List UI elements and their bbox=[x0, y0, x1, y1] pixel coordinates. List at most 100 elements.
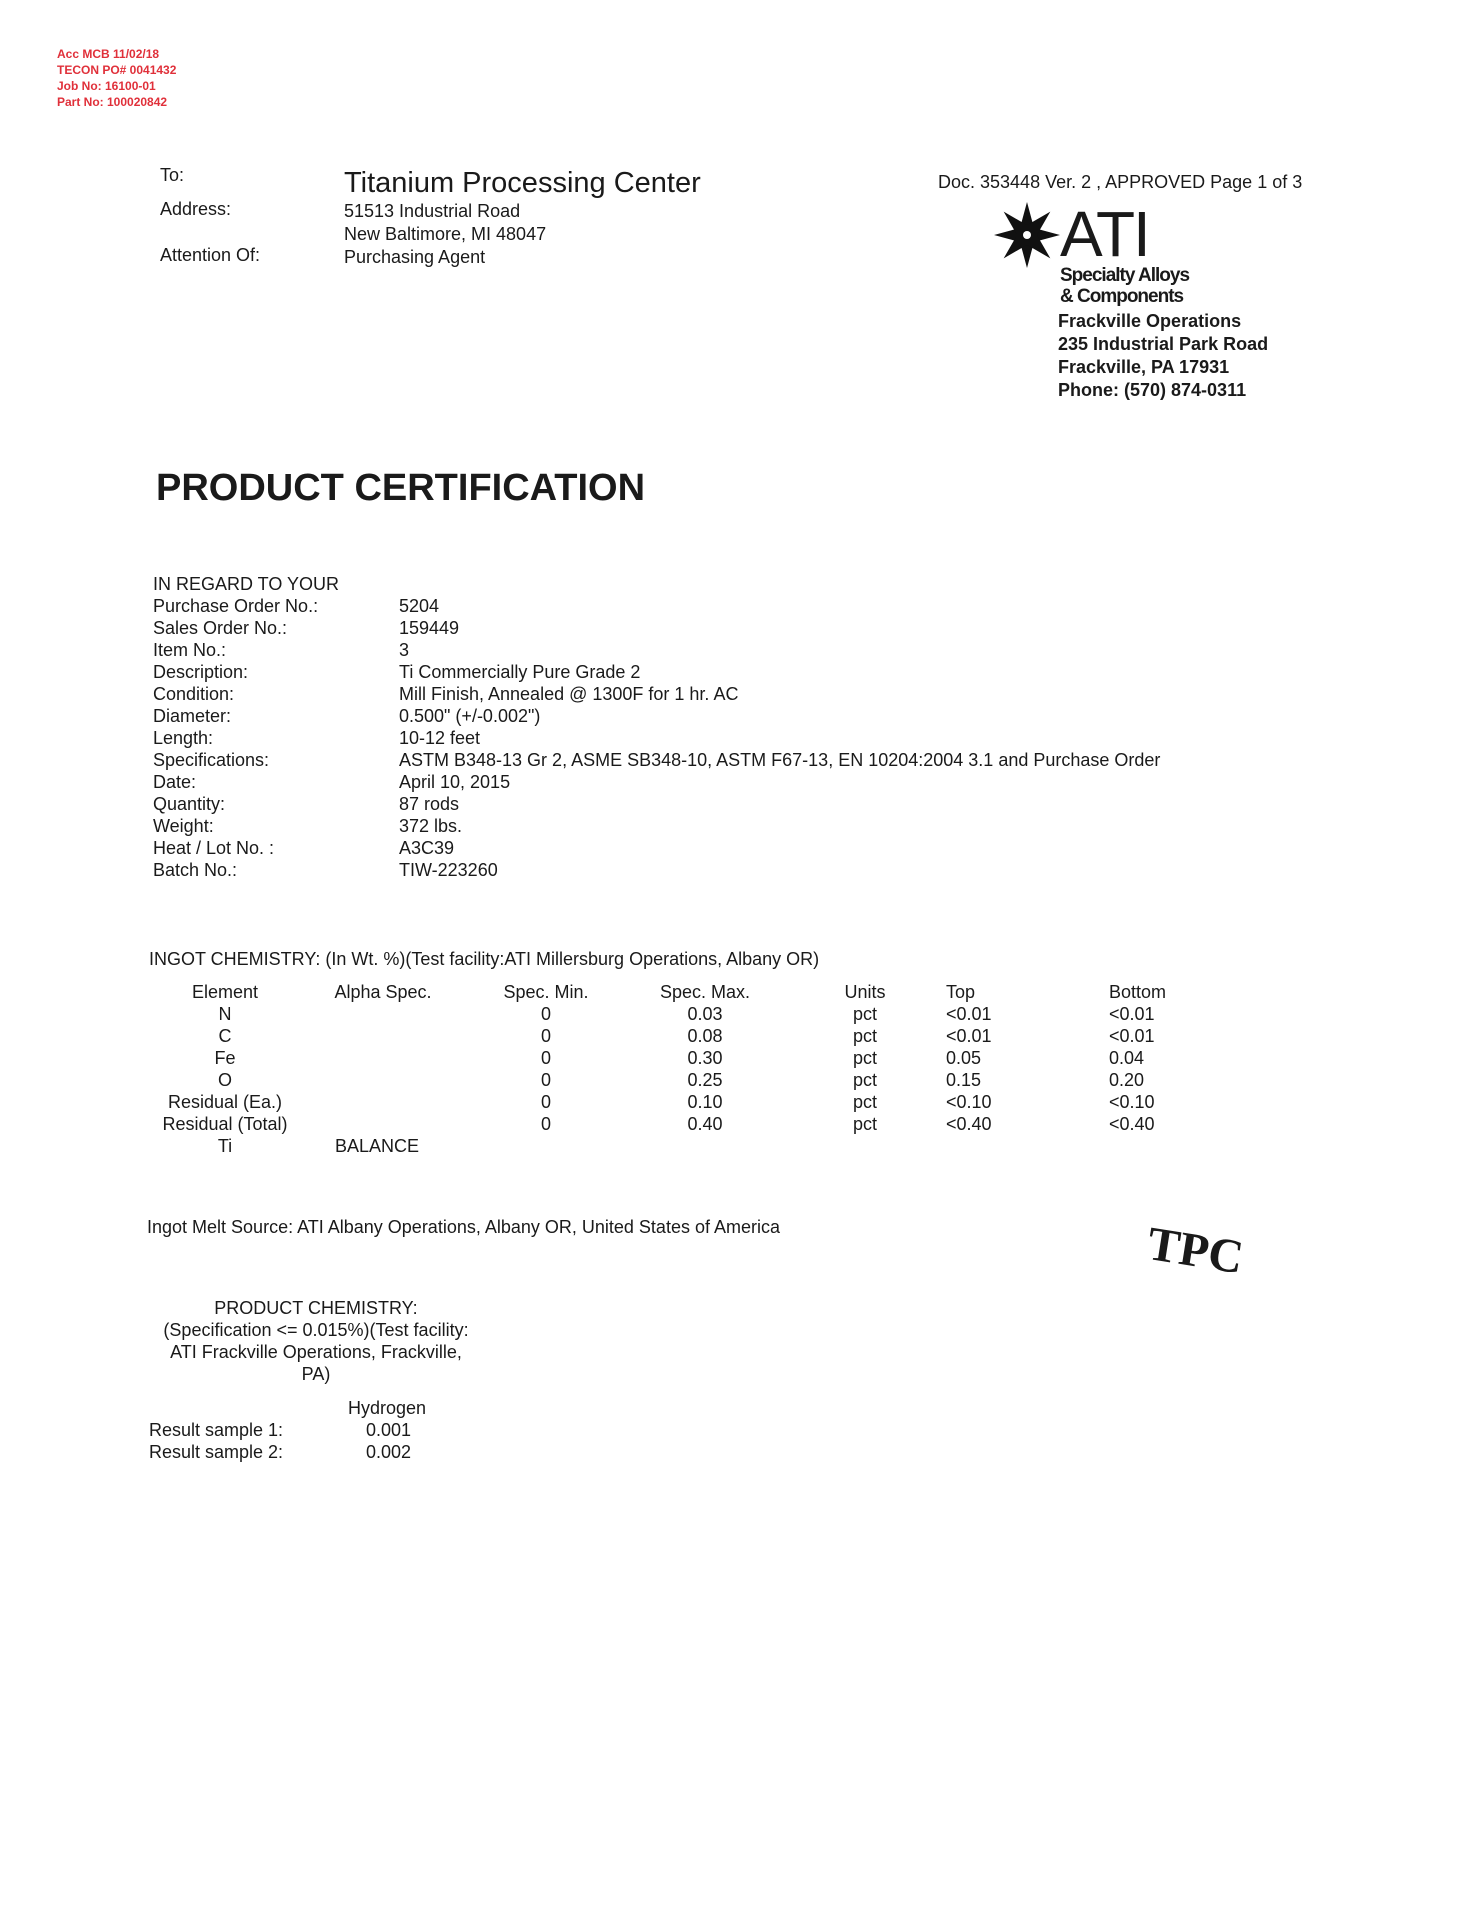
company-phone: Phone: (570) 874-0311 bbox=[1058, 380, 1247, 400]
column-header: Top bbox=[946, 982, 976, 1002]
heading-line: (Specification <= 0.015%)(Test facility: bbox=[163, 1320, 469, 1340]
product-chemistry-heading: PRODUCT CHEMISTRY: (Specification <= 0.0… bbox=[163, 1297, 468, 1385]
result-value: 0.002 bbox=[366, 1442, 412, 1462]
table-cell: <0.40 bbox=[1109, 1114, 1155, 1134]
field-label: Heat / Lot No. : bbox=[153, 838, 275, 858]
table-cell: <0.01 bbox=[1109, 1026, 1155, 1046]
table-cell: 0.10 bbox=[687, 1092, 723, 1112]
table-cell: 0 bbox=[540, 1092, 552, 1112]
table-cell: Ti bbox=[217, 1136, 233, 1156]
annotation-line: Job No: 16100-01 bbox=[57, 79, 156, 93]
table-cell: 0 bbox=[540, 1048, 552, 1068]
company-division: Frackville Operations bbox=[1058, 311, 1242, 331]
field-label: Description: bbox=[153, 662, 249, 682]
ingot-chemistry-heading: INGOT CHEMISTRY: (In Wt. %)(Test facilit… bbox=[149, 949, 820, 969]
table-cell: 0.20 bbox=[1109, 1070, 1145, 1090]
result-value: 0.001 bbox=[366, 1420, 412, 1440]
table-cell: pct bbox=[852, 1004, 878, 1024]
column-header: Alpha Spec. bbox=[334, 982, 432, 1002]
heading-line: ATI Frackville Operations, Frackville, bbox=[170, 1342, 462, 1362]
table-cell: 0.08 bbox=[687, 1026, 723, 1046]
table-cell: 0 bbox=[540, 1070, 552, 1090]
annotation-line: Acc MCB 11/02/18 bbox=[57, 47, 160, 61]
field-label: Quantity: bbox=[153, 794, 226, 814]
to-label: To: bbox=[160, 165, 185, 185]
field-label: Purchase Order No.: bbox=[153, 596, 319, 616]
company-logo-text: ATI bbox=[1060, 198, 1151, 270]
table-cell: 0.40 bbox=[687, 1114, 723, 1134]
table-cell: <0.01 bbox=[946, 1026, 992, 1046]
table-cell: pct bbox=[852, 1114, 878, 1134]
table-cell: 0 bbox=[540, 1114, 552, 1134]
field-value: TIW-223260 bbox=[399, 860, 498, 880]
table-cell: <0.01 bbox=[946, 1004, 992, 1024]
column-header: Units bbox=[844, 982, 886, 1002]
field-value: Mill Finish, Annealed @ 1300F for 1 hr. … bbox=[399, 684, 739, 704]
table-cell: N bbox=[218, 1004, 232, 1024]
table-cell: Fe bbox=[214, 1048, 236, 1068]
tpc-stamp: TPC bbox=[1143, 1217, 1247, 1285]
field-value: 0.500" (+/-0.002") bbox=[399, 706, 541, 726]
eight-point-star-icon bbox=[994, 202, 1060, 268]
table-cell: pct bbox=[852, 1048, 878, 1068]
address-label: Address: bbox=[160, 199, 232, 219]
recipient-address-line2: New Baltimore, MI 48047 bbox=[344, 224, 547, 244]
table-cell: 0.25 bbox=[687, 1070, 723, 1090]
table-cell: 0.15 bbox=[946, 1070, 982, 1090]
result-label: Result sample 1: bbox=[149, 1420, 284, 1440]
recipient-address-line1: 51513 Industrial Road bbox=[344, 201, 521, 221]
table-cell: <0.01 bbox=[1109, 1004, 1155, 1024]
field-value: 87 rods bbox=[399, 794, 460, 814]
column-header: Bottom bbox=[1109, 982, 1167, 1002]
table-cell: pct bbox=[852, 1070, 878, 1090]
table-cell: BALANCE bbox=[335, 1136, 420, 1156]
table-cell: pct bbox=[852, 1026, 878, 1046]
field-label: Item No.: bbox=[153, 640, 227, 660]
field-value: 159449 bbox=[399, 618, 460, 638]
column-header: Spec. Min. bbox=[503, 982, 589, 1002]
field-label: Date: bbox=[153, 772, 197, 792]
annotation-line: TECON PO# 0041432 bbox=[57, 63, 177, 77]
page-title: PRODUCT CERTIFICATION bbox=[156, 467, 646, 509]
heading-line: PA) bbox=[301, 1364, 331, 1384]
field-label: Specifications: bbox=[153, 750, 270, 770]
field-value: 372 lbs. bbox=[399, 816, 463, 836]
table-cell: pct bbox=[852, 1092, 878, 1112]
field-value: Ti Commercially Pure Grade 2 bbox=[399, 662, 641, 682]
table-cell: C bbox=[218, 1026, 232, 1046]
field-label: Batch No.: bbox=[153, 860, 238, 880]
company-tagline: & Components bbox=[1060, 286, 1184, 307]
hydrogen-column-header: Hydrogen bbox=[348, 1398, 427, 1418]
handwritten-annotation: Acc MCB 11/02/18 TECON PO# 0041432 Job N… bbox=[57, 46, 176, 110]
field-value: April 10, 2015 bbox=[399, 772, 511, 792]
field-value: 5204 bbox=[399, 596, 440, 616]
table-cell: <0.40 bbox=[946, 1114, 992, 1134]
table-cell: <0.10 bbox=[1109, 1092, 1155, 1112]
field-label: Length: bbox=[153, 728, 214, 748]
table-cell: 0.04 bbox=[1109, 1048, 1145, 1068]
table-cell: Residual (Total) bbox=[162, 1114, 288, 1134]
table-cell: 0.05 bbox=[946, 1048, 982, 1068]
field-value: 10-12 feet bbox=[399, 728, 481, 748]
ingot-melt-source: Ingot Melt Source: ATI Albany Operations… bbox=[147, 1217, 780, 1237]
recipient-attention: Purchasing Agent bbox=[344, 247, 486, 267]
field-value: ASTM B348-13 Gr 2, ASME SB348-10, ASTM F… bbox=[399, 750, 1161, 770]
table-cell: <0.10 bbox=[946, 1092, 992, 1112]
result-label: Result sample 2: bbox=[149, 1442, 284, 1462]
company-city: Frackville, PA 17931 bbox=[1058, 357, 1230, 377]
field-value: A3C39 bbox=[399, 838, 455, 858]
company-tagline: Specialty Alloys bbox=[1060, 265, 1190, 286]
column-header: Spec. Max. bbox=[659, 982, 751, 1002]
field-label: Diameter: bbox=[153, 706, 232, 726]
company-street: 235 Industrial Park Road bbox=[1058, 334, 1269, 354]
table-cell: O bbox=[217, 1070, 233, 1090]
annotation-line: Part No: 100020842 bbox=[57, 95, 168, 109]
recipient-name: Titanium Processing Center bbox=[344, 167, 701, 199]
field-value: 3 bbox=[399, 640, 410, 660]
table-cell: Residual (Ea.) bbox=[167, 1092, 283, 1112]
attention-label: Attention Of: bbox=[160, 245, 261, 265]
heading-line: PRODUCT CHEMISTRY: bbox=[214, 1298, 418, 1318]
document-status: Doc. 353448 Ver. 2 , APPROVED Page 1 of … bbox=[938, 172, 1303, 192]
column-header: Element bbox=[191, 982, 259, 1002]
field-label: Weight: bbox=[153, 816, 214, 836]
